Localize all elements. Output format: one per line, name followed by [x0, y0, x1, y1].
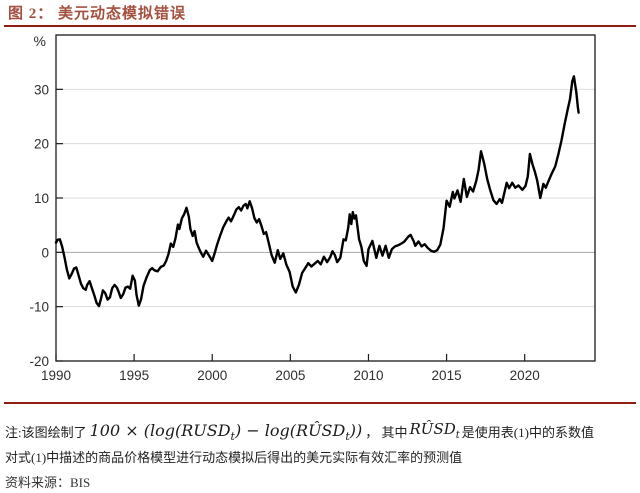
y-tick-label: 20: [34, 137, 49, 152]
x-tick-label: 2010: [353, 368, 383, 383]
y-tick-label: 0: [41, 245, 49, 260]
note-line-1: 注:该图绘制了 100 × (log(RUSDt) − log(RÛSDt)) …: [5, 407, 639, 443]
title-divider-line: [4, 25, 636, 27]
data-series-line: [54, 75, 580, 308]
note-inline-variable: RÛSDt: [410, 420, 460, 441]
formula-subscript: t: [230, 430, 235, 443]
figure-title: 图 2： 美元动态模拟错误: [8, 6, 187, 22]
formula-subscript: t: [455, 430, 460, 441]
y-tick-label: 30: [34, 82, 49, 97]
y-axis-unit-label: %: [34, 33, 46, 49]
formula-part: ) − log(RÛSD: [234, 420, 346, 440]
x-tick-label: 2005: [275, 368, 305, 383]
y-tick-label: -20: [29, 354, 49, 369]
x-tick-label: 2015: [432, 368, 462, 383]
line-chart: -20 -10 0 10 20 30 1990 1995 2000 2005 2010 2015 202…: [29, 33, 596, 383]
formula-part: )): [349, 420, 363, 440]
x-tick-label: 2000: [197, 368, 227, 383]
figure-note: 注:该图绘制了 100 × (log(RUSDt) − log(RÛSDt)) …: [5, 407, 639, 466]
note-line-2: 对式(1)中描述的商品价格模型进行动态模拟后得出的美元实际有效汇率的预测值: [5, 450, 463, 465]
y-tick-label: 10: [34, 191, 49, 206]
y-tick-label: -10: [29, 300, 49, 315]
footer-divider-line: [4, 402, 636, 404]
formula-part: RÛSD: [409, 420, 456, 438]
source-label: 资料来源：BIS: [5, 475, 91, 490]
x-tick-label: 2020: [510, 368, 540, 383]
formula-subscript: t: [345, 430, 350, 443]
formula-part: 100 × (log(RUSD: [89, 420, 231, 440]
note-prefix: 注:该图绘制了: [5, 425, 87, 440]
x-tick-label: 1990: [41, 368, 71, 383]
note-mid: ， 其中: [365, 425, 408, 440]
note-formula: 100 × (log(RUSDt) − log(RÛSDt)): [90, 421, 363, 443]
chart-area: -20 -10 0 10 20 30 1990 1995 2000 2005 2010 2015 202…: [0, 30, 640, 400]
x-tick-label: 1995: [119, 368, 149, 383]
note-suffix: 是使用表(1)中的系数值: [461, 425, 594, 440]
